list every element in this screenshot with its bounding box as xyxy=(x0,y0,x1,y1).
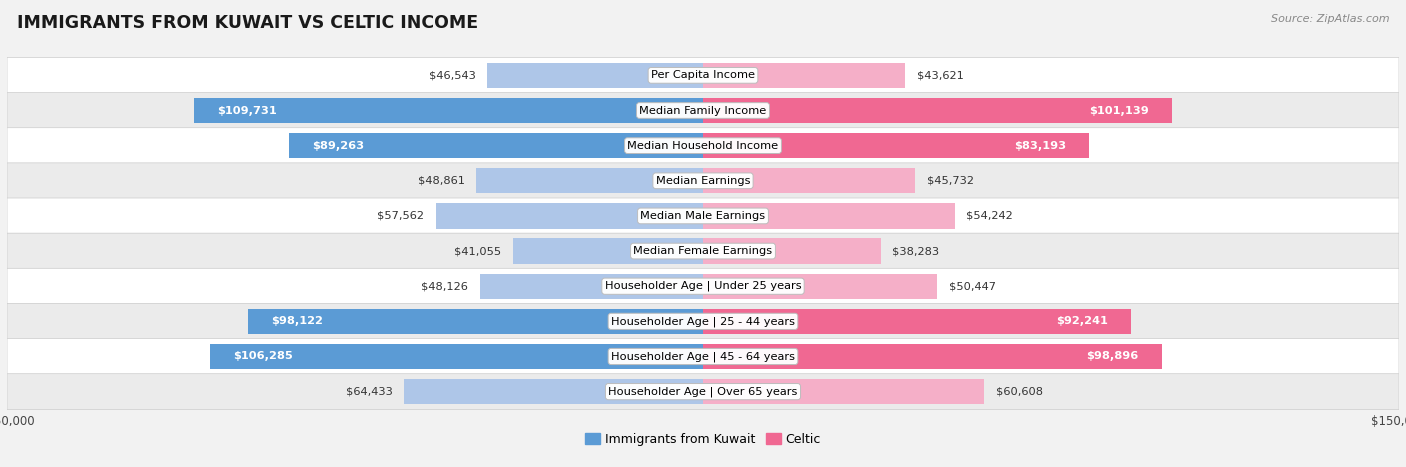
Text: $106,285: $106,285 xyxy=(233,352,292,361)
Text: IMMIGRANTS FROM KUWAIT VS CELTIC INCOME: IMMIGRANTS FROM KUWAIT VS CELTIC INCOME xyxy=(17,14,478,32)
Text: Median Family Income: Median Family Income xyxy=(640,106,766,115)
FancyBboxPatch shape xyxy=(7,268,1399,304)
Text: $89,263: $89,263 xyxy=(312,141,364,151)
FancyBboxPatch shape xyxy=(7,57,1399,93)
Text: $54,242: $54,242 xyxy=(966,211,1012,221)
Text: $43,621: $43,621 xyxy=(917,71,965,80)
Bar xyxy=(703,274,936,299)
Bar xyxy=(247,309,703,334)
Bar xyxy=(404,379,703,404)
Bar xyxy=(477,168,703,193)
Legend: Immigrants from Kuwait, Celtic: Immigrants from Kuwait, Celtic xyxy=(581,428,825,451)
Text: $60,608: $60,608 xyxy=(995,387,1043,396)
Text: $41,055: $41,055 xyxy=(454,246,501,256)
Bar xyxy=(703,63,905,88)
Text: Householder Age | Under 25 years: Householder Age | Under 25 years xyxy=(605,281,801,291)
FancyBboxPatch shape xyxy=(7,304,1399,339)
Text: Median Male Earnings: Median Male Earnings xyxy=(641,211,765,221)
FancyBboxPatch shape xyxy=(7,339,1399,375)
Bar xyxy=(486,63,703,88)
Text: Householder Age | 25 - 44 years: Householder Age | 25 - 44 years xyxy=(612,316,794,326)
Text: Householder Age | 45 - 64 years: Householder Age | 45 - 64 years xyxy=(612,351,794,362)
Bar xyxy=(703,98,1173,123)
Bar xyxy=(288,133,703,158)
Text: $50,447: $50,447 xyxy=(949,281,995,291)
Bar xyxy=(703,309,1130,334)
Text: Median Earnings: Median Earnings xyxy=(655,176,751,186)
Text: Householder Age | Over 65 years: Householder Age | Over 65 years xyxy=(609,386,797,397)
Bar xyxy=(436,203,703,228)
Text: $98,122: $98,122 xyxy=(271,316,323,326)
Text: $57,562: $57,562 xyxy=(377,211,425,221)
Bar xyxy=(703,379,984,404)
Bar xyxy=(194,98,703,123)
Text: $45,732: $45,732 xyxy=(927,176,974,186)
Text: $83,193: $83,193 xyxy=(1014,141,1066,151)
Text: $48,861: $48,861 xyxy=(418,176,465,186)
Text: Source: ZipAtlas.com: Source: ZipAtlas.com xyxy=(1271,14,1389,24)
Text: Median Female Earnings: Median Female Earnings xyxy=(634,246,772,256)
Bar xyxy=(703,133,1090,158)
Text: $38,283: $38,283 xyxy=(893,246,939,256)
Bar xyxy=(703,239,880,264)
Bar xyxy=(703,168,915,193)
Text: $48,126: $48,126 xyxy=(422,281,468,291)
Text: $64,433: $64,433 xyxy=(346,387,392,396)
Bar xyxy=(703,203,955,228)
Text: $92,241: $92,241 xyxy=(1056,316,1108,326)
FancyBboxPatch shape xyxy=(7,163,1399,199)
Text: $109,731: $109,731 xyxy=(217,106,277,115)
FancyBboxPatch shape xyxy=(7,374,1399,410)
FancyBboxPatch shape xyxy=(7,92,1399,128)
FancyBboxPatch shape xyxy=(7,233,1399,269)
Bar xyxy=(703,344,1161,369)
FancyBboxPatch shape xyxy=(7,128,1399,163)
Bar xyxy=(513,239,703,264)
Text: Per Capita Income: Per Capita Income xyxy=(651,71,755,80)
Text: $101,139: $101,139 xyxy=(1090,106,1149,115)
Bar xyxy=(479,274,703,299)
Text: $98,896: $98,896 xyxy=(1087,352,1139,361)
Text: $46,543: $46,543 xyxy=(429,71,475,80)
FancyBboxPatch shape xyxy=(7,198,1399,234)
Text: Median Household Income: Median Household Income xyxy=(627,141,779,151)
Bar xyxy=(209,344,703,369)
